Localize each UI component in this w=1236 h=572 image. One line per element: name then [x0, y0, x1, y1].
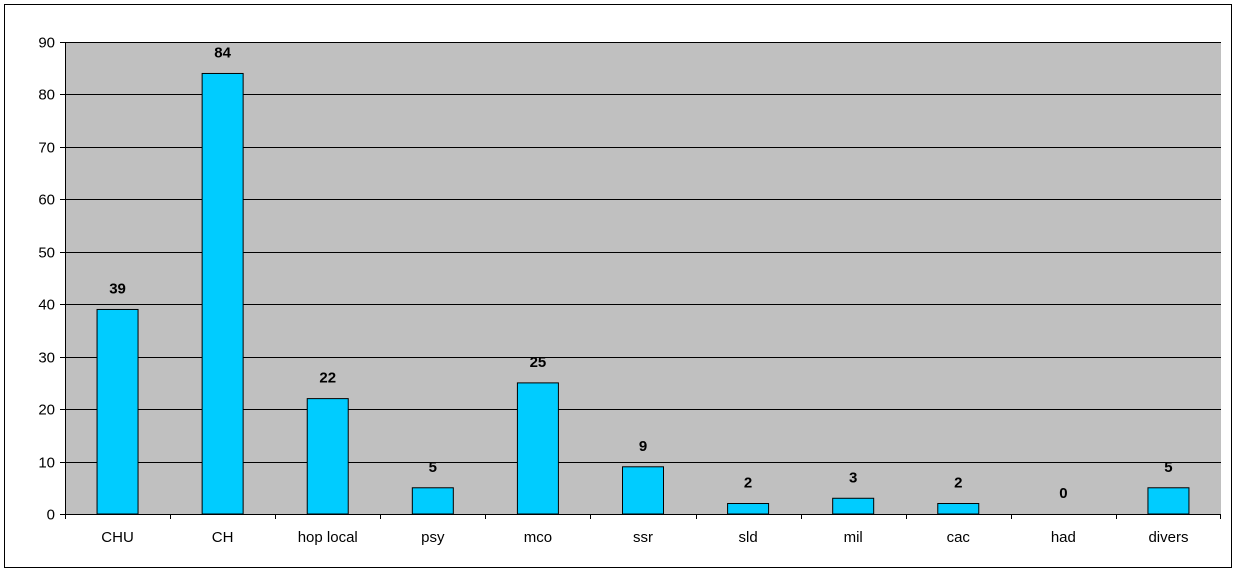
chart-frame: 0 10 20 30 40 50 60 70 80 90 39 CHU 84 CH 22 hop local 5…: [4, 4, 1232, 568]
data-label-6: 2: [744, 475, 752, 492]
data-label-2: 22: [319, 370, 336, 387]
x-tick-label-7: mil: [844, 529, 863, 546]
y-tick-label: 50: [38, 245, 55, 262]
y-tick-label: 0: [47, 507, 55, 524]
y-tick-label: 80: [38, 87, 55, 104]
bar-0: [96, 308, 139, 515]
plot-area: [65, 42, 1221, 514]
x-tick-label-3: psy: [421, 529, 445, 546]
y-tick-label: 70: [38, 140, 55, 157]
bar-5: [622, 466, 664, 515]
y-tick-label: 60: [38, 192, 55, 209]
bar-8: [937, 503, 980, 515]
x-tick-label-5: ssr: [633, 529, 653, 546]
x-tick-label-1: CH: [212, 529, 234, 546]
data-label-9: 0: [1059, 485, 1067, 502]
bar-7: [832, 497, 875, 515]
data-label-8: 2: [954, 475, 962, 492]
y-tick-label: 10: [38, 455, 55, 472]
bar-2: [306, 398, 349, 515]
data-label-3: 5: [429, 459, 437, 476]
bar-1: [201, 72, 244, 515]
x-tick-label-2: hop local: [298, 529, 358, 546]
y-tick-label: 90: [38, 35, 55, 52]
data-label-10: 5: [1164, 459, 1172, 476]
x-tick-label-6: sld: [738, 529, 757, 546]
data-label-7: 3: [849, 469, 857, 486]
bar-4: [516, 382, 559, 515]
x-tick-label-8: cac: [947, 529, 971, 546]
x-tick-label-0: CHU: [101, 529, 134, 546]
data-label-5: 9: [639, 438, 647, 455]
data-label-1: 84: [214, 44, 231, 61]
bar-6: [727, 503, 770, 515]
x-tick-label-9: had: [1051, 529, 1076, 546]
y-tick-label: 30: [38, 350, 55, 367]
bar-3: [411, 487, 454, 515]
bar-10: [1147, 487, 1190, 515]
x-tick-label-4: mco: [524, 529, 552, 546]
y-tick-label: 20: [38, 402, 55, 419]
x-tick-label-10: divers: [1148, 529, 1188, 546]
data-label-4: 25: [530, 354, 547, 371]
data-label-0: 39: [109, 280, 126, 297]
y-tick-label: 40: [38, 297, 55, 314]
